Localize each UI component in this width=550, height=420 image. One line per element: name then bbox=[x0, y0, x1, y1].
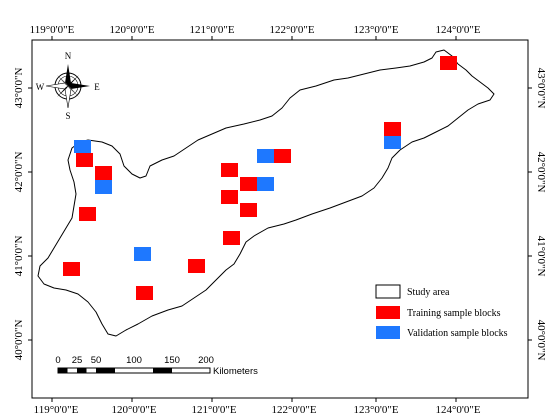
top-lon-label: 124°0'0"E bbox=[435, 24, 480, 36]
training-sample-blocks bbox=[63, 56, 457, 300]
right-lat-label: 41°0'0"N bbox=[535, 236, 547, 277]
training-block bbox=[240, 177, 257, 191]
bottom-lon-label: 121°0'0"E bbox=[191, 404, 236, 416]
legend: Study area Training sample blocks Valida… bbox=[375, 284, 508, 339]
training-block bbox=[188, 259, 205, 273]
bottom-lon-label: 119°0'0"E bbox=[34, 404, 79, 416]
legend-swatch-validation bbox=[376, 326, 400, 339]
training-block bbox=[384, 122, 401, 136]
legend-swatch-study-area bbox=[375, 284, 401, 299]
training-block bbox=[136, 286, 153, 300]
compass-rose bbox=[45, 64, 90, 109]
legend-label-study-area: Study area bbox=[407, 287, 450, 298]
bottom-lon-label: 122°0'0"E bbox=[271, 404, 316, 416]
left-lat-label: 41°0'0"N bbox=[13, 236, 25, 277]
legend-swatch-training bbox=[376, 306, 400, 319]
scale-tick-label: 150 bbox=[164, 355, 180, 366]
left-lat-label: 43°0'0"N bbox=[13, 68, 25, 109]
training-block bbox=[63, 262, 80, 276]
training-block bbox=[221, 190, 238, 204]
validation-block bbox=[74, 140, 91, 153]
top-lon-label: 122°0'0"E bbox=[269, 24, 314, 36]
scale-tick-label: 0 bbox=[55, 355, 60, 366]
top-lon-label: 120°0'0"E bbox=[109, 24, 154, 36]
training-block bbox=[95, 166, 112, 180]
validation-block bbox=[95, 180, 112, 194]
right-lat-label: 42°0'0"N bbox=[535, 152, 547, 193]
training-block bbox=[223, 231, 240, 245]
legend-label-validation: Validation sample blocks bbox=[407, 328, 508, 339]
legend-label-training: Training sample blocks bbox=[407, 308, 501, 319]
top-lon-label: 123°0'0"E bbox=[353, 24, 398, 36]
validation-block bbox=[257, 177, 274, 191]
scale-tick-label: 25 bbox=[72, 355, 83, 366]
scale-unit-label: Kilometers bbox=[213, 366, 258, 377]
training-block bbox=[221, 163, 238, 177]
frame-ticks bbox=[28, 36, 532, 402]
compass-north-label: N bbox=[65, 51, 72, 61]
study-area-boundary bbox=[37, 49, 495, 337]
bottom-lon-label: 123°0'0"E bbox=[353, 404, 398, 416]
top-lon-label: 121°0'0"E bbox=[189, 24, 234, 36]
training-block bbox=[240, 203, 257, 217]
validation-block bbox=[257, 149, 274, 163]
bottom-lon-label: 124°0'0"E bbox=[435, 404, 480, 416]
right-lat-label: 43°0'0"N bbox=[535, 68, 547, 109]
scale-tick-label: 50 bbox=[91, 355, 102, 366]
bottom-lon-label: 120°0'0"E bbox=[111, 404, 156, 416]
validation-block bbox=[384, 136, 401, 149]
top-lon-label: 119°0'0"E bbox=[30, 24, 75, 36]
scale-bar bbox=[57, 367, 211, 374]
scale-tick-label: 200 bbox=[198, 355, 214, 366]
left-lat-label: 40°0'0"N bbox=[13, 320, 25, 361]
training-block bbox=[79, 207, 96, 221]
scale-tick-label: 100 bbox=[126, 355, 142, 366]
validation-block bbox=[134, 247, 151, 261]
compass-east-label: E bbox=[94, 82, 100, 92]
training-block bbox=[440, 56, 457, 70]
compass-west-label: W bbox=[36, 82, 45, 92]
training-block bbox=[76, 153, 93, 167]
training-block bbox=[274, 149, 291, 163]
compass-south-label: S bbox=[65, 111, 70, 121]
validation-sample-blocks bbox=[74, 136, 401, 261]
right-lat-label: 40°0'0"N bbox=[535, 320, 547, 361]
left-lat-label: 42°0'0"N bbox=[13, 152, 25, 193]
